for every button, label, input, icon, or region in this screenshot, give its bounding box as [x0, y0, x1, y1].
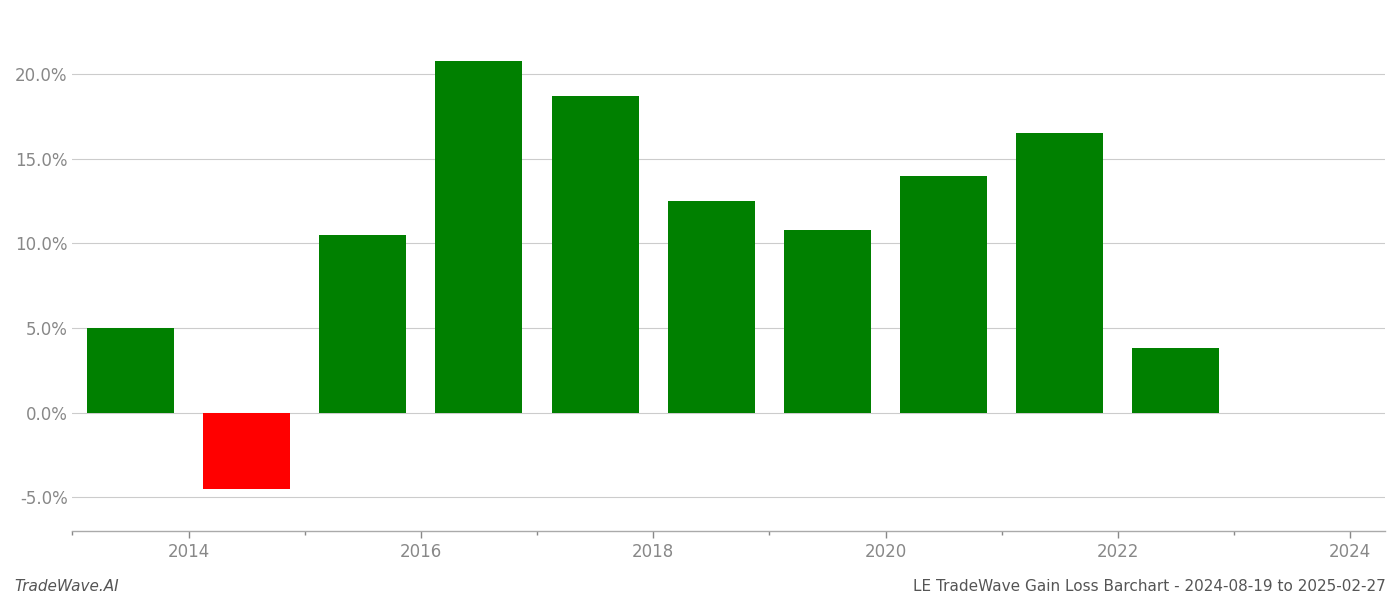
Bar — [668, 201, 755, 413]
Bar — [784, 230, 871, 413]
Text: LE TradeWave Gain Loss Barchart - 2024-08-19 to 2025-02-27: LE TradeWave Gain Loss Barchart - 2024-0… — [913, 579, 1386, 594]
Bar — [552, 96, 638, 413]
Bar — [1133, 349, 1219, 413]
Bar — [435, 61, 522, 413]
Bar — [1016, 133, 1103, 413]
Bar — [87, 328, 174, 413]
Bar — [203, 413, 290, 489]
Bar — [319, 235, 406, 413]
Bar — [900, 176, 987, 413]
Text: TradeWave.AI: TradeWave.AI — [14, 579, 119, 594]
